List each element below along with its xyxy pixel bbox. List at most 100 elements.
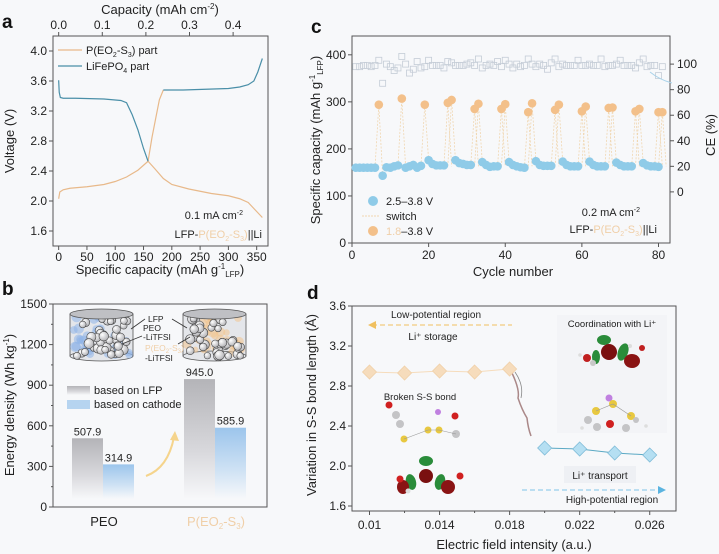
ce-point bbox=[528, 60, 536, 68]
ce-point bbox=[536, 60, 544, 68]
legend-label-lfp: LiFePO4 part bbox=[86, 61, 149, 75]
switch-line bbox=[577, 111, 587, 167]
coordination-label: Coordination with Li⁺ bbox=[568, 319, 656, 330]
legend-marker-high-range bbox=[368, 196, 378, 206]
x-tick-label: 80 bbox=[652, 248, 666, 262]
capacity-point-high-range bbox=[439, 161, 449, 170]
ce-point bbox=[425, 56, 433, 64]
ce-point bbox=[486, 60, 494, 68]
bond-length-point bbox=[572, 441, 588, 457]
coordination-molecule-render bbox=[578, 335, 648, 432]
capacity-point-high-range bbox=[393, 161, 403, 170]
legend-marker-wide-range bbox=[368, 226, 378, 236]
x-tick-label: 0 bbox=[349, 248, 356, 262]
capacity-point-high-range bbox=[627, 162, 636, 171]
ce-point bbox=[490, 61, 498, 69]
capacity-point-high-range bbox=[654, 162, 663, 172]
lfp-particle bbox=[189, 324, 199, 334]
y-tick-label: 1.6 bbox=[329, 499, 346, 513]
y2-tick-label: 60 bbox=[677, 108, 691, 122]
li-transport-label: Li⁺ transport bbox=[572, 471, 628, 482]
panel-a-ylabel: Voltage (V) bbox=[2, 109, 17, 173]
panel-c-axes: 0 20 40 60 80 0 100 200 300 400 0 20 40 60 80 100 bbox=[326, 48, 697, 262]
panel-d-ylabel: Variation in S-S bond length (Å) bbox=[304, 314, 319, 496]
panel-d-xlabel: Electric field intensity (a.u.) bbox=[436, 537, 591, 552]
panel-b-ylabel: Energy density (Wh kg-1) bbox=[2, 334, 17, 476]
ce-point bbox=[632, 64, 639, 72]
panel-d-marks bbox=[361, 361, 658, 463]
capacity-point-wide-range bbox=[397, 94, 407, 103]
ce-point bbox=[371, 61, 379, 69]
legend-label-peos: P(EO2-S3) part bbox=[86, 45, 157, 59]
lfp-particle bbox=[209, 319, 218, 328]
ce-point bbox=[605, 61, 613, 69]
switch-line bbox=[447, 99, 456, 167]
x-tick-label: 50 bbox=[80, 250, 94, 264]
ce-point bbox=[513, 60, 521, 68]
ce-point bbox=[566, 61, 574, 69]
lfp-particle bbox=[233, 341, 243, 351]
x-tick-label: 0.022 bbox=[565, 518, 595, 532]
capacity-point-wide-range bbox=[447, 95, 456, 105]
ce-point bbox=[455, 61, 463, 69]
panel-a-legend: P(EO2-S3) part LiFePO4 part bbox=[58, 45, 157, 75]
ce-point bbox=[406, 69, 413, 77]
ce-point bbox=[559, 60, 567, 68]
y2-tick-label: 0 bbox=[677, 185, 684, 199]
inset-label-litfsi-2: -LiTFSI bbox=[145, 353, 173, 363]
top-x-tick-label: 0.4 bbox=[225, 18, 242, 32]
y-tick-label: 200 bbox=[326, 142, 346, 156]
ce-point bbox=[647, 61, 655, 69]
capacity-point-high-range bbox=[378, 171, 387, 181]
bond-length-point bbox=[361, 364, 378, 380]
panel-c-legend: 2.5–3.8 V switch 1.8–3.8 V bbox=[362, 196, 434, 238]
y2-tick-label: 100 bbox=[677, 57, 697, 71]
peo-electrode-cylinder bbox=[69, 308, 134, 362]
bar-value-label: 314.9 bbox=[105, 452, 133, 464]
peos-pointer bbox=[177, 336, 191, 345]
lfp-particle bbox=[199, 342, 208, 352]
inset-label-lfp: LFP bbox=[148, 314, 164, 324]
bar-value-label: 585.9 bbox=[217, 416, 245, 428]
panel-b-bars: 507.9 945.0 314.9 585.9 bbox=[72, 367, 246, 499]
ce-point bbox=[505, 60, 513, 68]
panel-d-label: d bbox=[307, 283, 319, 304]
lfp-particle bbox=[185, 334, 196, 345]
switch-line bbox=[550, 109, 560, 167]
ce-point bbox=[624, 61, 632, 69]
improvement-arrowhead-icon bbox=[170, 431, 179, 441]
high-potential-region-label: High-potential region bbox=[566, 495, 658, 506]
ce-point bbox=[521, 61, 528, 69]
lfp-particle bbox=[236, 352, 244, 360]
bond-length-point bbox=[432, 363, 448, 379]
x-tick-label: 60 bbox=[575, 248, 589, 262]
coordination-inset-card bbox=[557, 315, 667, 433]
bond-length-point bbox=[642, 447, 658, 463]
y-tick-label: 3.2 bbox=[30, 104, 47, 118]
panel-b-axes: 0 300 600 900 1200 1500 bbox=[20, 297, 53, 514]
capacity-point-high-range bbox=[493, 162, 502, 171]
panel-d: d 0.01 0.014 0.018 0.022 0.026 1.6 2.0 2.4 2.8 3.… bbox=[304, 283, 677, 552]
bond-length-point bbox=[396, 365, 413, 381]
ce-point bbox=[612, 60, 620, 68]
panel-c-label: c bbox=[311, 17, 322, 38]
y-tick-label: 2.4 bbox=[329, 419, 346, 433]
capacity-point-wide-range bbox=[527, 98, 537, 108]
ce-point bbox=[498, 63, 505, 71]
panel-a-cell-config: LFP-P(EO2-S3)||Li bbox=[174, 229, 262, 243]
capacity-point-wide-range bbox=[523, 107, 533, 117]
panel-c-ylabel: Specific capacity (mAh g-1LFP) bbox=[308, 56, 325, 224]
ce-point bbox=[417, 64, 425, 72]
ce-point bbox=[597, 55, 605, 63]
y2-tick-label: 40 bbox=[677, 134, 691, 148]
capacity-point-wide-range bbox=[474, 99, 483, 109]
panel-d-axes: 0.01 0.014 0.018 0.022 0.026 1.6 2.0 2.4 2.8 3.2 3… bbox=[329, 299, 665, 532]
panel-c-cell-config: LFP-P(EO2-S3)||Li bbox=[569, 224, 657, 238]
x-tick-label: 300 bbox=[218, 250, 238, 264]
panel-a-lines bbox=[58, 58, 263, 218]
ce-point bbox=[563, 61, 570, 69]
capacity-point-high-range bbox=[416, 161, 426, 171]
top-x-tick-label: 0.2 bbox=[138, 18, 155, 32]
ce-point bbox=[463, 60, 471, 68]
ce-point bbox=[363, 61, 371, 69]
